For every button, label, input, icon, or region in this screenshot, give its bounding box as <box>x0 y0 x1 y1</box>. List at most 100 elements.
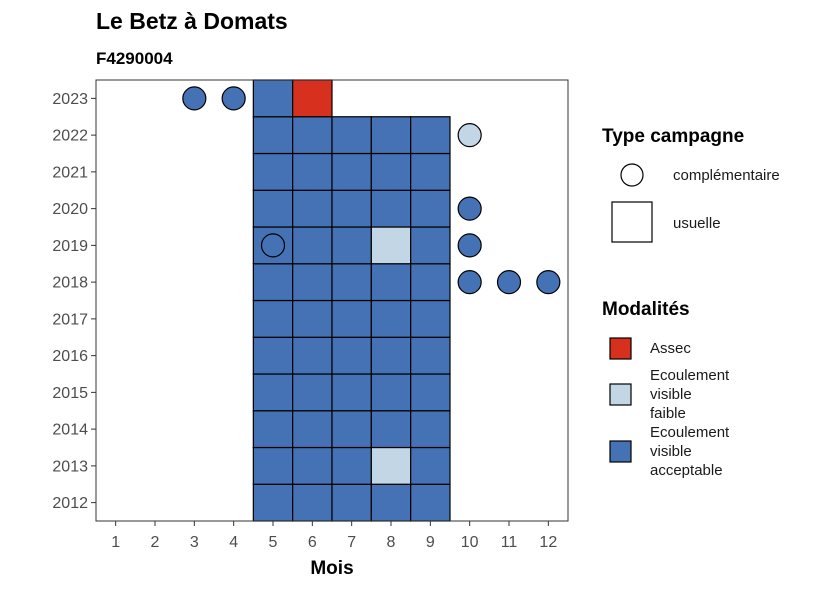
x-tick-label: 2 <box>151 534 160 551</box>
tile-2020-5 <box>252 189 294 228</box>
point-2018-12 <box>536 270 561 295</box>
tile-2023-6 <box>292 79 333 118</box>
point-2018-10 <box>457 270 482 295</box>
tile-2017-8 <box>370 299 412 338</box>
tile-2022-6 <box>292 116 333 155</box>
tile-2014-7 <box>331 410 372 449</box>
tile-2021-7 <box>331 152 372 191</box>
tile-2016-8 <box>370 336 412 375</box>
x-tick-label: 8 <box>387 534 396 551</box>
x-tick-label: 7 <box>347 534 356 551</box>
tile-2016-9 <box>410 336 451 375</box>
tile-2020-7 <box>331 189 372 228</box>
tile-2020-8 <box>370 189 412 228</box>
tile-2019-9 <box>410 226 451 265</box>
tile-2022-9 <box>410 116 451 155</box>
legend-key-ecoulement-visible-acceptable <box>609 440 632 463</box>
y-tick-label: 2016 <box>52 348 88 365</box>
tile-2020-6 <box>292 189 333 228</box>
y-tick-label: 2017 <box>52 311 88 328</box>
point-2018-11 <box>496 270 522 295</box>
y-tick-label: 2023 <box>52 91 88 108</box>
y-tick-label: 2019 <box>52 238 88 255</box>
tile-2018-5 <box>252 263 294 302</box>
y-axis: 2012 2013 2014 2015 2016 2017 2018 2019 2020 2021… <box>52 91 96 512</box>
tile-2014-5 <box>252 410 294 449</box>
tile-2022-7 <box>331 116 372 155</box>
tile-2018-7 <box>331 263 372 302</box>
tile-2017-5 <box>252 299 294 338</box>
x-tick-label: 9 <box>426 534 435 551</box>
legend-label-ecoulement-visible-acceptable: Ecoulement visible acceptable <box>650 424 730 479</box>
tile-2022-8 <box>370 116 412 155</box>
tile-2013-6 <box>292 446 333 485</box>
tile-2012-8 <box>370 483 412 522</box>
tile-2015-8 <box>370 373 412 412</box>
tile-2016-6 <box>292 336 333 375</box>
tile-2013-9 <box>410 446 451 485</box>
point-2022-10 <box>457 123 482 148</box>
legend-type-campagne-title: Type campagne <box>602 126 744 147</box>
tile-2017-6 <box>292 299 333 338</box>
legend-label-ecoulement-visible-faible: Ecoulement visible faible <box>650 367 730 422</box>
tile-2014-6 <box>292 410 333 449</box>
tile-2018-9 <box>410 263 451 302</box>
tile-2023-5 <box>252 79 294 118</box>
tile-2019-8 <box>370 226 412 265</box>
y-tick-label: 2013 <box>52 458 88 475</box>
tile-2012-9 <box>410 483 451 522</box>
tile-2022-5 <box>252 116 294 155</box>
legend-square-key <box>611 201 653 243</box>
tile-2019-7 <box>331 226 372 265</box>
point-2023-3 <box>182 86 207 111</box>
chart-subtitle: F4290004 <box>96 49 173 68</box>
tile-2017-9 <box>410 299 451 338</box>
legend-label-assec: Assec <box>650 340 691 357</box>
tile-2016-5 <box>252 336 294 375</box>
legend-complementaire-label: complémentaire <box>673 167 780 184</box>
point-2023-4 <box>221 86 246 111</box>
tile-2021-8 <box>370 152 412 191</box>
legend-usuelle-label: usuelle <box>673 215 721 232</box>
tile-2013-5 <box>252 446 294 485</box>
tile-2014-9 <box>410 410 451 449</box>
tile-2021-5 <box>252 152 294 191</box>
tile-2014-8 <box>370 410 412 449</box>
tile-2012-5 <box>252 483 294 522</box>
tile-2018-8 <box>370 263 412 302</box>
x-axis: 1 2 3 4 5 6 7 8 9 10 11 12 <box>111 521 557 551</box>
tile-2021-6 <box>292 152 333 191</box>
plot-area <box>182 79 561 522</box>
tile-2015-7 <box>331 373 372 412</box>
point-2019-5 <box>260 233 286 258</box>
legend-modalites-title: Modalités <box>602 299 690 320</box>
chart-title: Le Betz à Domats <box>96 8 288 34</box>
x-tick-label: 6 <box>308 534 317 551</box>
tile-2021-9 <box>410 152 451 191</box>
tile-2018-6 <box>292 263 333 302</box>
tile-2012-7 <box>331 483 372 522</box>
x-tick-label: 1 <box>111 534 120 551</box>
tile-2017-7 <box>331 299 372 338</box>
y-tick-label: 2015 <box>52 385 88 402</box>
panel-border <box>95 79 569 522</box>
legend-type-campagne: Type campagne complémentaire usuelle <box>602 126 780 243</box>
tile-2015-9 <box>410 373 451 412</box>
legend-modalites: Modalités Assec Ecoulement visible faibleEc… <box>602 299 730 479</box>
tile-2013-8 <box>370 446 412 485</box>
y-tick-label: 2018 <box>52 275 88 292</box>
tile-2013-7 <box>331 446 372 485</box>
point-2020-10 <box>457 196 482 221</box>
tile-2012-6 <box>292 483 333 522</box>
legend-circle-key <box>620 163 644 187</box>
y-tick-label: 2022 <box>52 128 88 145</box>
tile-2015-6 <box>292 373 333 412</box>
y-tick-label: 2021 <box>52 164 88 181</box>
tile-2015-5 <box>252 373 294 412</box>
tile-2019-6 <box>292 226 333 265</box>
tile-2020-9 <box>410 189 451 228</box>
x-tick-label: 11 <box>501 534 518 551</box>
x-tick-label: 4 <box>229 534 238 551</box>
x-axis-title: Mois <box>310 558 353 579</box>
